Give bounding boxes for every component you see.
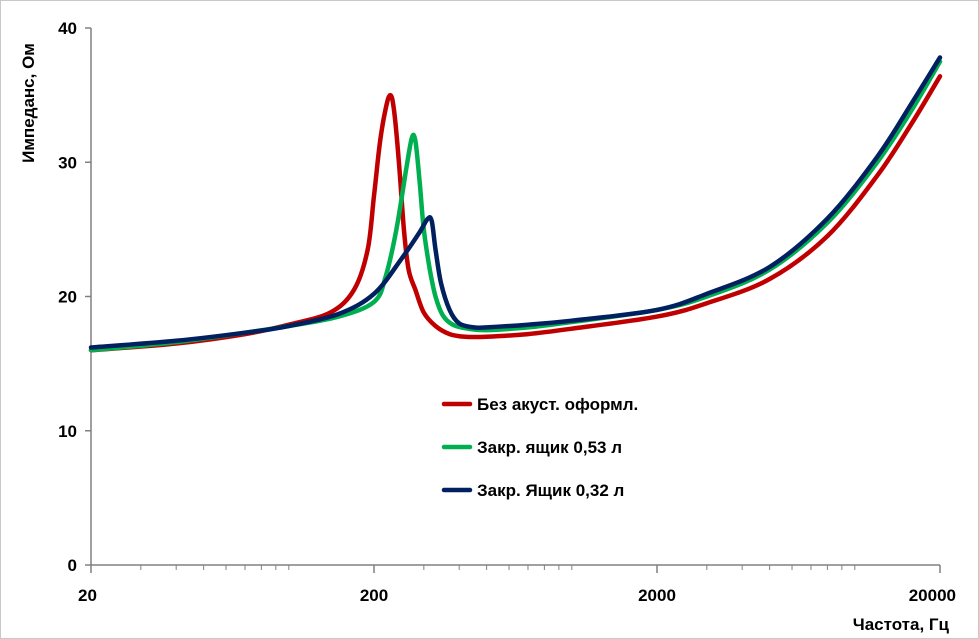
- legend-label-2: Закр. ящик 0,53 л: [477, 438, 622, 457]
- x-tick-label: 20: [78, 586, 97, 605]
- x-tick-label: 2000: [638, 586, 676, 605]
- y-tick-label: 40: [58, 19, 77, 38]
- y-tick-label: 20: [58, 288, 77, 307]
- legend-label-3: Закр. Ящик 0,32 л: [477, 481, 624, 500]
- x-axis-title: Частота, Гц: [853, 615, 950, 634]
- x-tick-label: 20000: [909, 586, 956, 605]
- series-line-2: [88, 59, 943, 353]
- y-tick-label: 0: [68, 556, 77, 575]
- series-line-1: [88, 74, 943, 353]
- y-tick-label: 30: [58, 153, 77, 172]
- legend-label-1: Без акуст. оформл.: [477, 395, 638, 414]
- series-line-3: [88, 55, 943, 350]
- y-axis-title: Импеданс, Ом: [19, 43, 38, 163]
- x-tick-label: 200: [360, 586, 388, 605]
- y-tick-label: 10: [58, 422, 77, 441]
